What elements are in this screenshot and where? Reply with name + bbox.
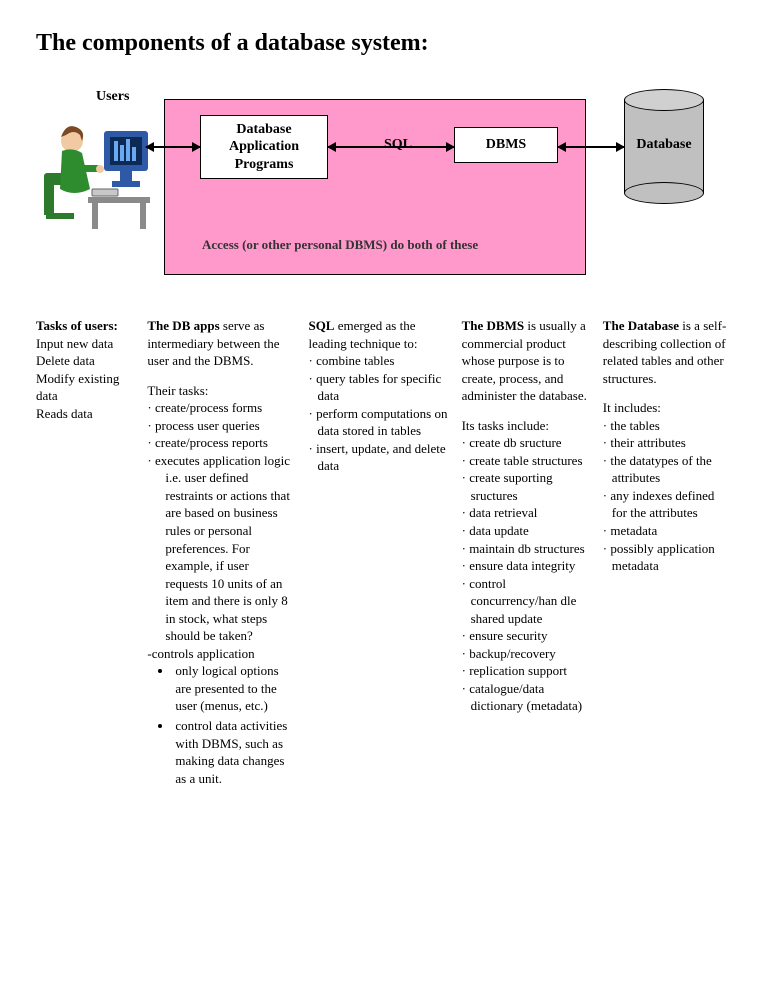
list-item: catalogue/data dictionary (metadata): [462, 680, 589, 715]
column-database: The Database is a self-describing collec…: [603, 317, 732, 575]
list-item: their attributes: [603, 434, 732, 452]
db-app-label: Database Application Programs: [229, 121, 299, 174]
list-item: control concurrency/han dle shared updat…: [462, 575, 589, 628]
list-item: perform computations on data stored in t…: [308, 405, 447, 440]
bullet-list: only logical options are presented to th…: [147, 662, 294, 787]
col-subheading: Their tasks:: [147, 382, 294, 400]
list-item: create/process forms: [147, 399, 294, 417]
columns-row: Tasks of users:Input new dataDelete data…: [36, 317, 732, 789]
tick-list: the tablestheir attributesthe datatypes …: [603, 417, 732, 575]
logic-note: i.e. user defined restraints or actions …: [147, 469, 294, 644]
list-item: create table structures: [462, 452, 589, 470]
db-application-programs-box: Database Application Programs: [200, 115, 328, 179]
list-item: insert, update, and delete data: [308, 440, 447, 475]
col-lead: SQL emerged as the leading technique to:: [308, 317, 447, 352]
users-label: Users: [96, 89, 129, 105]
column-sql: SQL emerged as the leading technique to:…: [308, 317, 447, 475]
list-item: ensure security: [462, 627, 589, 645]
database-label: Database: [624, 137, 704, 153]
diagram: Users: [36, 87, 732, 297]
column-dbapps: The DB apps serve as intermediary betwee…: [147, 317, 294, 789]
tick-list: create/process formsprocess user queries…: [147, 399, 294, 469]
col-lead: The DBMS is usually a commercial product…: [462, 317, 589, 405]
list-item: replication support: [462, 662, 589, 680]
arrow-user-to-app: [146, 146, 200, 148]
list-item: maintain db structures: [462, 540, 589, 558]
list-item: the tables: [603, 417, 732, 435]
user-computer-icon: [42, 111, 152, 231]
column-dbms: The DBMS is usually a commercial product…: [462, 317, 589, 715]
arrow-app-to-dbms: [328, 146, 454, 148]
list-item: control data activities with DBMS, such …: [173, 717, 294, 787]
list-item: create suporting sructures: [462, 469, 589, 504]
col-line: Delete data: [36, 352, 133, 370]
list-item: ensure data integrity: [462, 557, 589, 575]
col-subheading: Its tasks include:: [462, 417, 589, 435]
database-cylinder-icon: Database: [624, 89, 704, 204]
col-subheading: It includes:: [603, 399, 732, 417]
list-item: process user queries: [147, 417, 294, 435]
list-item: query tables for specific data: [308, 370, 447, 405]
list-item: data update: [462, 522, 589, 540]
col-line: Reads data: [36, 405, 133, 423]
tick-list: create db sructurecreate table structure…: [462, 434, 589, 715]
list-item: data retrieval: [462, 504, 589, 522]
list-item: create/process reports: [147, 434, 294, 452]
list-item: combine tables: [308, 352, 447, 370]
list-item: only logical options are presented to th…: [173, 662, 294, 715]
list-item: the datatypes of the attributes: [603, 452, 732, 487]
sql-label: SQL: [384, 137, 412, 153]
col-lead: The Database is a self-describing collec…: [603, 317, 732, 387]
list-item: create db sructure: [462, 434, 589, 452]
list-item: backup/recovery: [462, 645, 589, 663]
col-lead: The DB apps serve as intermediary betwee…: [147, 317, 294, 370]
list-item: metadata: [603, 522, 732, 540]
page-title: The components of a database system:: [36, 30, 732, 57]
list-item: any indexes defined for the attributes: [603, 487, 732, 522]
dbms-label: DBMS: [486, 136, 526, 154]
col-line: Input new data: [36, 335, 133, 353]
dash-line: -controls application: [147, 645, 294, 663]
arrow-dbms-to-db: [558, 146, 624, 148]
tick-list: combine tablesquery tables for specific …: [308, 352, 447, 475]
list-item: executes application logic: [147, 452, 294, 470]
col-heading: Tasks of users:: [36, 317, 133, 335]
column-users: Tasks of users:Input new dataDelete data…: [36, 317, 133, 422]
col-line: Modify existing data: [36, 370, 133, 405]
dbms-box: DBMS: [454, 127, 558, 163]
list-item: possibly application metadata: [603, 540, 732, 575]
access-note: Access (or other personal DBMS) do both …: [202, 237, 478, 253]
